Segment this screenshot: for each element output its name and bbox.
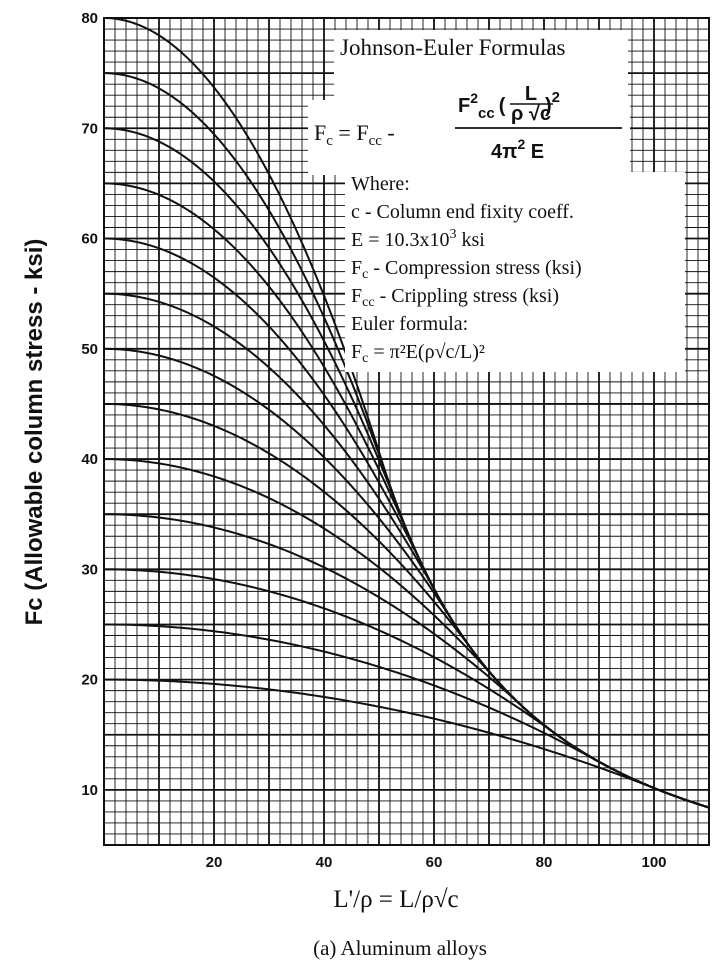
x-tick-label: 60 [426, 854, 443, 871]
y-tick-label: 10 [81, 782, 98, 799]
legend-line-fcc: Fcc - Crippling stress (ksi) [351, 285, 559, 310]
curve-fcc-45 [103, 402, 710, 809]
legend-title-bg [334, 30, 628, 102]
curve-fcc-50 [103, 347, 710, 809]
legend-text-bg [345, 172, 685, 372]
legend-title: Johnson-Euler Formulas [340, 35, 566, 60]
curve-fcc-25 [104, 623, 710, 809]
formula-inner-numerator: L [525, 83, 537, 105]
plot-frame [103, 17, 710, 846]
x-tick-label: 80 [536, 854, 553, 871]
curves [103, 17, 710, 809]
curve-fcc-40 [103, 458, 710, 809]
x-axis-label: L'/ρ = L/ρ√c [333, 886, 458, 913]
x-tick-label: 20 [206, 854, 223, 871]
legend-formula-bg [308, 100, 630, 175]
curve-fcc-20 [104, 678, 710, 809]
chart-caption: (a) Aluminum alloys [313, 936, 487, 960]
legend-line-fc: Fc - Compression stress (ksi) [351, 257, 582, 282]
x-tick-label: 100 [641, 854, 666, 871]
y-tick-label: 80 [81, 10, 98, 27]
legend: Johnson-Euler Formulas Fc = Fcc - F2cc( … [308, 30, 685, 372]
y-tick-label: 50 [81, 341, 98, 358]
x-tick-labels: 20 40 60 80 100 [206, 854, 667, 871]
formula-numerator-close: )2 [545, 89, 560, 117]
legend-line-e: E = 10.3x103 ksi [351, 227, 485, 251]
y-tick-label: 70 [81, 120, 98, 137]
legend-euler-formula: Fc = π²E(ρ√c/L)² [351, 341, 485, 366]
y-axis-label: Fc (Allowable column stress - ksi) [21, 239, 48, 626]
legend-where: Where: [351, 173, 410, 195]
legend-line-c: c - Column end fixity coeff. [351, 201, 574, 223]
y-tick-label: 40 [81, 451, 98, 468]
y-tick-labels: 10 20 30 40 50 60 70 80 [81, 10, 98, 799]
legend-euler-title: Euler formula: [351, 313, 468, 335]
formula-numerator: F2cc( [458, 90, 506, 122]
formula-lhs: Fc = Fcc - [314, 120, 395, 149]
y-tick-label: 60 [81, 231, 98, 248]
y-tick-label: 30 [81, 561, 98, 578]
formula-inner-denominator: ρ √c [511, 103, 551, 125]
formula-denominator: 4π2 E [491, 136, 544, 163]
x-tick-label: 40 [316, 854, 333, 871]
y-tick-label: 20 [81, 672, 98, 689]
